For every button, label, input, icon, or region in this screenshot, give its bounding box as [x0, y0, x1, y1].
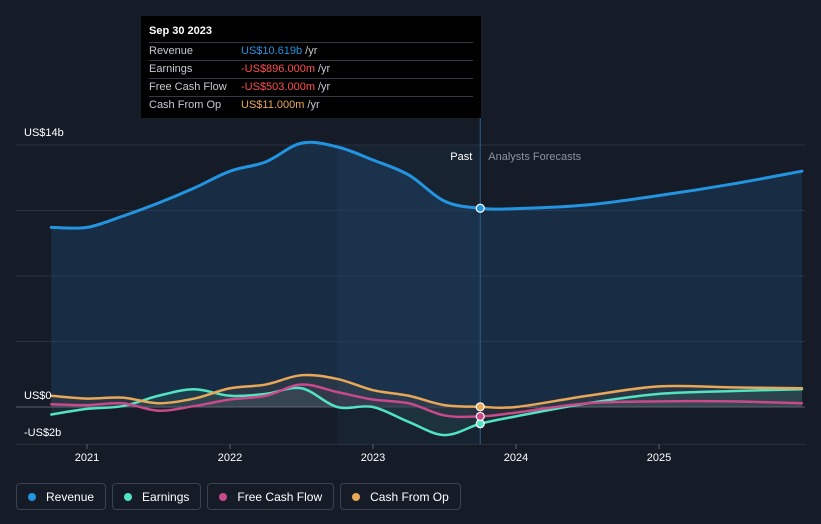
tooltip-label: Free Cash Flow	[149, 81, 227, 93]
tooltip-label: Earnings	[149, 63, 193, 75]
tooltip-date: Sep 30 2023	[149, 25, 212, 37]
y-tick-label: US$0	[24, 390, 52, 402]
legend-label: Free Cash Flow	[237, 489, 323, 504]
tooltip-unit: /yr	[307, 99, 320, 111]
legend-item-earnings[interactable]: Earnings	[112, 483, 202, 510]
legend: Revenue Earnings Free Cash Flow Cash Fro…	[16, 483, 461, 510]
series-line-revenue	[49, 140, 804, 230]
x-tick-label: 2025	[647, 452, 671, 464]
past-label: Past	[450, 151, 472, 163]
tooltip-value: US$11.000m	[241, 99, 305, 111]
series-lines	[49, 140, 804, 437]
legend-item-cash-from-op[interactable]: Cash From Op	[340, 483, 461, 510]
y-tick-label: US$14b	[24, 127, 64, 139]
legend-item-free-cash-flow[interactable]: Free Cash Flow	[207, 483, 335, 510]
tooltip-label: Cash From Op	[149, 99, 222, 111]
legend-dot-icon	[124, 492, 133, 501]
legend-dot-icon	[352, 492, 361, 501]
tooltip: Sep 30 2023 Revenue US$10.619b /yr Earni…	[141, 16, 481, 118]
y-axis: US$14b US$0 -US$2b	[24, 127, 64, 439]
legend-label: Revenue	[46, 489, 95, 504]
x-tick-label: 2024	[504, 452, 528, 464]
marker-cfo	[475, 402, 485, 412]
tooltip-value: US$10.619b	[241, 45, 303, 57]
marker-fcf	[475, 411, 485, 422]
x-tick-label: 2023	[361, 452, 385, 464]
series-line-earnings	[50, 386, 804, 437]
tooltip-unit: /yr	[318, 81, 331, 93]
legend-label: Cash From Op	[370, 489, 449, 504]
tooltip-row-revenue: Revenue US$10.619b /yr	[149, 42, 473, 60]
series-line-fcf	[50, 383, 804, 419]
tooltip-value: -US$503.000m	[241, 81, 315, 93]
tooltip-row-earnings: Earnings -US$896.000m /yr	[149, 60, 473, 78]
tooltip-unit: /yr	[305, 45, 318, 57]
tooltip-unit: /yr	[318, 63, 331, 75]
tooltip-row-cfo: Cash From Op US$11.000m /yr	[149, 96, 473, 114]
x-axis: 2021 2022 2023 2024 2025	[75, 444, 671, 464]
x-tick-label: 2022	[218, 452, 242, 464]
legend-dot-icon	[219, 492, 228, 501]
past-highlight-region	[337, 145, 481, 444]
legend-item-revenue[interactable]: Revenue	[16, 483, 107, 510]
tooltip-label: Revenue	[149, 45, 194, 57]
legend-dot-icon	[28, 492, 36, 501]
revenue-area-fill	[51, 142, 802, 407]
tooltip-row-fcf: Free Cash Flow -US$503.000m /yr	[149, 78, 473, 96]
forecast-label: Analysts Forecasts	[488, 151, 581, 163]
series-line-cfo	[50, 373, 804, 410]
tooltip-value: -US$896.000m	[241, 63, 315, 75]
y-tick-label: -US$2b	[24, 427, 61, 439]
legend-label: Earnings	[142, 489, 190, 504]
series-markers	[475, 203, 485, 429]
x-tick-label: 2021	[75, 452, 99, 464]
marker-revenue	[475, 203, 485, 213]
